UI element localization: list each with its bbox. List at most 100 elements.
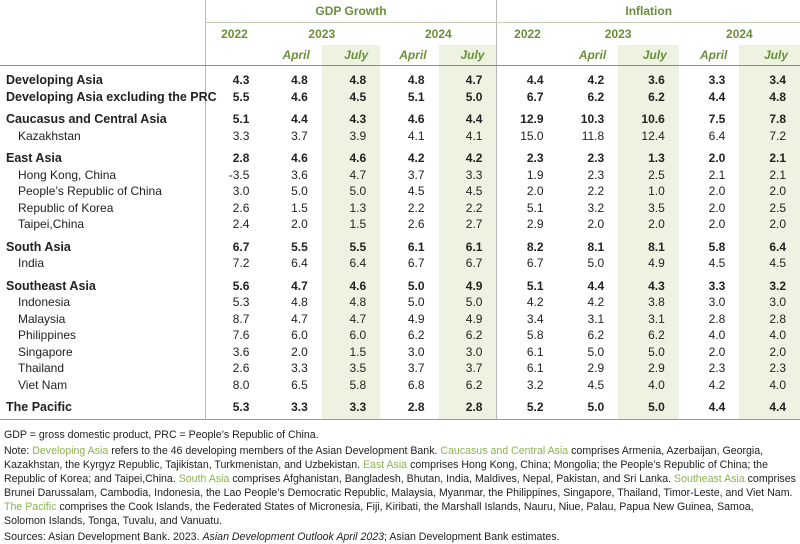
cell-value: 4.5: [739, 255, 800, 272]
cell-value: 2.9: [496, 216, 558, 233]
cell-value: 4.3: [618, 271, 679, 294]
cell-value: 4.8: [321, 65, 381, 89]
cell-value: 4.4: [496, 65, 558, 89]
cell-value: 2.0: [739, 343, 800, 360]
cell-value: 3.0: [407, 344, 425, 359]
cell-value: 2.8: [739, 310, 800, 327]
cell-value: 4.9: [438, 271, 497, 294]
cell-value: 6.7: [204, 232, 264, 255]
cell-value: 5.3: [204, 294, 264, 311]
cell-value: 8.1: [587, 239, 605, 254]
cell-value: 2.2: [407, 200, 425, 215]
cell-value: 6.1: [407, 239, 425, 254]
economy-row: Taipei,China 2.4 2.0 1.5 2.6 2.7 2.9 2.0 2.0 2.0 2…: [0, 216, 800, 233]
note-text: refers to the 46 developing members of t…: [108, 444, 441, 457]
cell-value: 6.2: [618, 88, 679, 105]
column-group-title: GDP Growth: [204, 0, 497, 23]
cell-value: 6.8: [407, 377, 425, 392]
cell-value: 2.9: [587, 361, 605, 376]
cell-value: 3.6: [291, 167, 308, 182]
cell-value: 2.4: [204, 216, 264, 233]
cell-value: 3.0: [438, 343, 497, 360]
cell-value: 4.3: [204, 65, 264, 89]
row-label: South Asia: [6, 239, 71, 254]
row-label: The Pacific: [0, 393, 205, 420]
cell-value: 4.8: [321, 294, 381, 311]
cell-value: 6.4: [291, 256, 308, 271]
cell-value: 2.5: [618, 166, 679, 183]
row-label: Singapore: [18, 344, 73, 359]
cell-value: 5.1: [496, 271, 558, 294]
cell-value: 4.3: [321, 105, 381, 128]
cell-value: 6.2: [438, 327, 497, 344]
region-row: Developing Asia excluding the PRC 5.5 4.6 4…: [0, 88, 800, 105]
cell-value: 5.0: [557, 393, 619, 420]
row-label: Republic of Korea: [18, 200, 114, 215]
cell-value: 4.0: [708, 328, 726, 343]
cell-value: 4.2: [708, 377, 726, 392]
release-label: July: [618, 45, 679, 66]
cell-value: 4.2: [496, 294, 558, 311]
cell-value: 4.8: [291, 73, 308, 88]
cell-value: 2.3: [739, 360, 800, 377]
cell-value: 8.2: [496, 232, 558, 255]
row-label: Viet Nam: [18, 377, 68, 392]
cell-value: 2.0: [739, 183, 800, 200]
row-label: Taipei,China: [18, 217, 85, 232]
cell-value: 4.2: [587, 295, 605, 310]
cell-value: 5.8: [496, 327, 558, 344]
year-label: 2024: [424, 27, 452, 41]
cell-value: 3.2: [496, 376, 558, 393]
cell-value: 4.2: [407, 151, 425, 166]
cell-value: 6.2: [587, 328, 605, 343]
cell-value: 4.6: [407, 112, 425, 127]
region-row: Southeast Asia 5.6 4.7 4.6 5.0 4.9 5.1 4.4 4.3 3.…: [0, 271, 800, 294]
cell-value: 6.2: [407, 328, 425, 343]
cell-value: 2.2: [438, 199, 497, 216]
cell-value: 4.4: [291, 112, 308, 127]
column-group-title: Inflation: [496, 0, 800, 23]
cell-value: 2.0: [291, 217, 308, 232]
abbreviations: GDP = gross domestic product, PRC = Peop…: [4, 428, 319, 441]
cell-value: 15.0: [496, 127, 558, 144]
cell-value: 4.4: [739, 393, 800, 420]
cell-value: 6.4: [739, 232, 800, 255]
year-label: 2024: [726, 27, 753, 41]
cell-value: 4.9: [438, 310, 497, 327]
cell-value: 4.5: [438, 183, 497, 200]
cell-value: 3.3: [321, 393, 381, 420]
header-row: April July April July April July April July: [0, 45, 800, 66]
year-label: 2023: [604, 27, 632, 41]
region-row: The Pacific 5.3 3.3 3.3 2.8 2.8 5.2 5.0 5.0 4.4 4.…: [0, 393, 800, 420]
cell-value: 4.8: [407, 73, 425, 88]
cell-value: 3.0: [708, 295, 726, 310]
cell-value: 3.3: [263, 393, 322, 420]
cell-value: 5.0: [618, 393, 679, 420]
cell-value: 6.2: [618, 327, 679, 344]
economy-row: Viet Nam 8.0 6.5 5.8 6.8 6.2 3.2 4.5 4.0 4.2 4.0: [0, 376, 800, 393]
economy-row: India 7.2 6.4 6.4 6.7 6.7 6.7 5.0 4.9 4.5 4.5: [0, 255, 800, 272]
economy-row: Philippines 7.6 6.0 6.0 6.2 6.2 5.8 6.2 6.2 4.0 4.…: [0, 327, 800, 344]
note-term: Caucasus and Central Asia: [440, 444, 569, 457]
cell-value: 5.5: [204, 88, 264, 105]
cell-value: 4.1: [407, 128, 425, 143]
cell-value: 3.7: [407, 361, 425, 376]
cell-value: 2.8: [204, 144, 264, 167]
corner: [0, 23, 205, 46]
cell-value: 5.0: [438, 294, 497, 311]
cell-value: 1.0: [618, 183, 679, 200]
row-label: Southeast Asia: [6, 278, 96, 293]
row-label: Hong Kong, China: [18, 167, 117, 182]
note-text: comprises Hong Kong, China; Mongolia; th…: [4, 458, 768, 485]
cell-value: 2.3: [587, 151, 605, 166]
note-text: comprises Brunei Darussalam, Cambodia, I…: [4, 472, 796, 499]
row-label: Thailand: [18, 361, 65, 376]
cell-value: 2.6: [204, 360, 264, 377]
cell-value: 6.7: [438, 255, 497, 272]
row-label: Philippines: [18, 328, 77, 343]
cell-value: 3.2: [739, 271, 800, 294]
cell-value: 4.1: [438, 127, 497, 144]
cell-value: 2.8: [380, 393, 439, 420]
spacer: [496, 45, 558, 66]
cell-value: 4.7: [291, 278, 308, 293]
